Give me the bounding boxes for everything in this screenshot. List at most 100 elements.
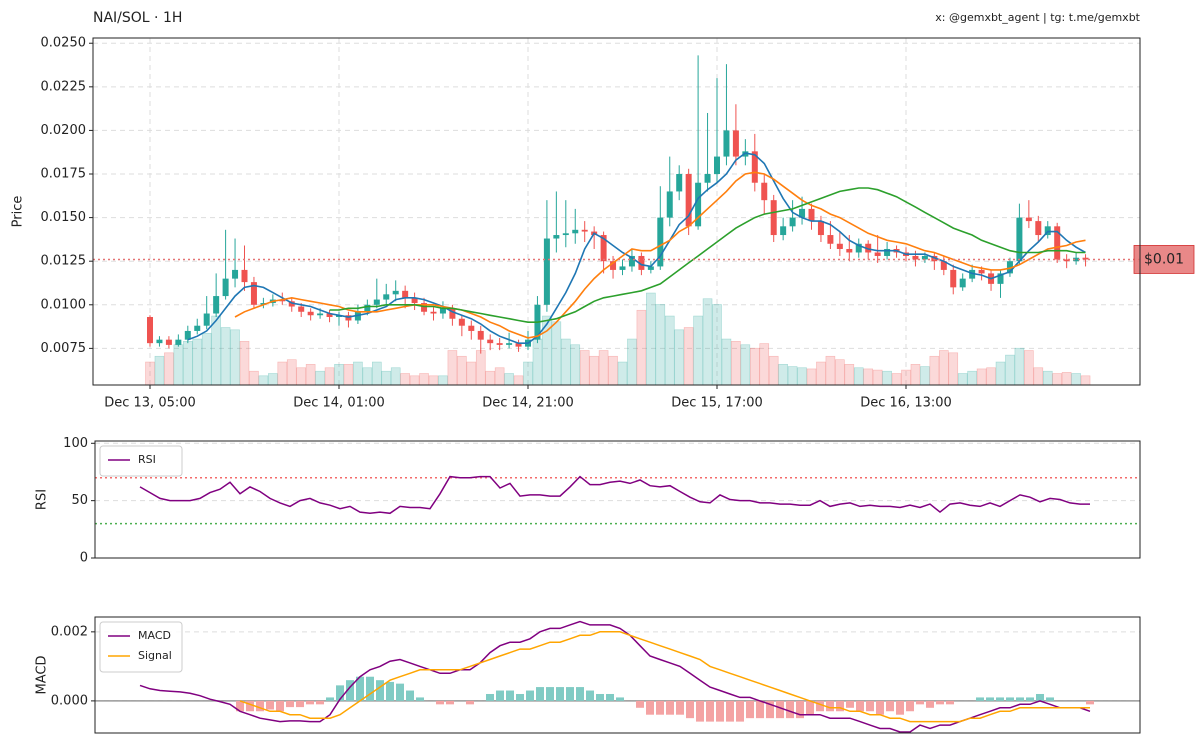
volume-bar — [230, 329, 240, 386]
histogram-bar — [546, 687, 554, 701]
volume-bar — [447, 350, 458, 386]
candle-body — [430, 311, 437, 314]
candle-body — [600, 235, 607, 262]
candle-body — [581, 229, 588, 232]
candle-body — [1054, 226, 1061, 260]
y-tick-label: 50 — [71, 493, 88, 508]
histogram-bar — [256, 700, 264, 712]
histogram-bar — [756, 700, 764, 719]
candle-body — [232, 269, 239, 279]
volume-bar — [343, 363, 354, 386]
volume-bar — [419, 373, 429, 386]
candle-body — [799, 208, 806, 218]
histogram-bar — [566, 687, 574, 701]
candle-body — [222, 278, 229, 297]
candle-body — [761, 182, 768, 201]
candle-body — [572, 229, 579, 234]
candle-body — [213, 296, 220, 314]
histogram-bar — [806, 700, 814, 715]
candle-body — [156, 339, 163, 344]
histogram-bar — [996, 697, 1004, 701]
histogram-bar — [436, 700, 444, 705]
candle-body — [865, 243, 872, 253]
volume-bar — [551, 321, 562, 386]
volume-bar — [882, 370, 892, 386]
histogram-bar — [1036, 693, 1044, 701]
ma-line — [234, 171, 1086, 339]
volume-bar — [920, 366, 930, 386]
histogram-bar — [656, 700, 664, 715]
histogram-bar — [276, 700, 284, 712]
candle-body — [1063, 259, 1070, 262]
candle-body — [421, 303, 428, 312]
candle-body — [714, 156, 720, 175]
histogram-bar — [926, 700, 934, 708]
candle-body — [317, 313, 324, 316]
candle-body — [345, 315, 352, 321]
volume-bar — [362, 367, 373, 386]
legend-label: RSI — [138, 453, 156, 466]
candle-body — [846, 248, 853, 253]
volume-bar — [438, 375, 448, 386]
histogram-bar — [866, 700, 874, 712]
candle-body — [468, 325, 475, 331]
volume-bar — [1014, 347, 1025, 386]
candle-body — [194, 325, 201, 331]
volume-bar — [844, 363, 855, 386]
volume-bar — [1061, 372, 1072, 386]
legend-box — [99, 445, 183, 477]
histogram-bar — [416, 697, 424, 701]
volume-bar — [523, 361, 533, 386]
candle-body — [1082, 257, 1089, 260]
chart-title: NAI/SOL · 1H — [93, 10, 182, 26]
candle-body — [165, 339, 172, 345]
histogram-bar — [1026, 697, 1034, 701]
volume-bar — [929, 355, 940, 386]
histogram-bar — [936, 700, 944, 705]
candle-body — [439, 308, 446, 314]
candle-body — [950, 269, 957, 288]
volume-bar — [863, 368, 874, 386]
candle-body — [354, 311, 361, 321]
volume-bar — [513, 375, 524, 386]
volume-bar — [598, 350, 609, 386]
x-tick-label: Dec 13, 05:00 — [104, 396, 196, 411]
volume-bar — [466, 361, 477, 386]
histogram-bar — [576, 687, 584, 701]
candle-body — [808, 208, 815, 222]
candle-body — [676, 174, 683, 192]
candle-body — [298, 306, 305, 312]
volume-bar — [211, 315, 221, 386]
candle-body — [553, 235, 560, 239]
volume-bar — [768, 355, 779, 386]
histogram-bar — [496, 690, 504, 701]
histogram-bar — [446, 700, 454, 705]
candle-body — [638, 255, 645, 270]
legend-label: Signal — [138, 649, 172, 662]
last-price-box — [1133, 245, 1195, 274]
volume-bar — [608, 355, 618, 386]
histogram-bar — [946, 700, 954, 705]
y-axis-label: Price — [11, 196, 26, 228]
histogram-bar — [376, 680, 384, 701]
plot-frame — [92, 37, 1141, 386]
candle-body — [175, 339, 182, 345]
candle-body — [1073, 257, 1080, 262]
candle-body — [770, 200, 777, 236]
volume-bar — [1005, 354, 1015, 386]
histogram-bar — [366, 676, 374, 701]
candle-body — [1035, 221, 1042, 236]
volume-bar — [504, 373, 514, 386]
volume-bar — [646, 292, 656, 386]
volume-bar — [655, 304, 666, 386]
volume-bar — [532, 338, 543, 386]
histogram-bar — [286, 700, 294, 708]
ma-line — [187, 152, 1086, 344]
volume-bar — [967, 370, 977, 386]
volume-bar — [664, 315, 675, 386]
histogram-bar — [636, 700, 644, 708]
volume-bar — [560, 338, 571, 386]
volume-bar — [164, 352, 174, 386]
histogram-bar — [306, 700, 314, 705]
candle-body — [817, 221, 824, 236]
